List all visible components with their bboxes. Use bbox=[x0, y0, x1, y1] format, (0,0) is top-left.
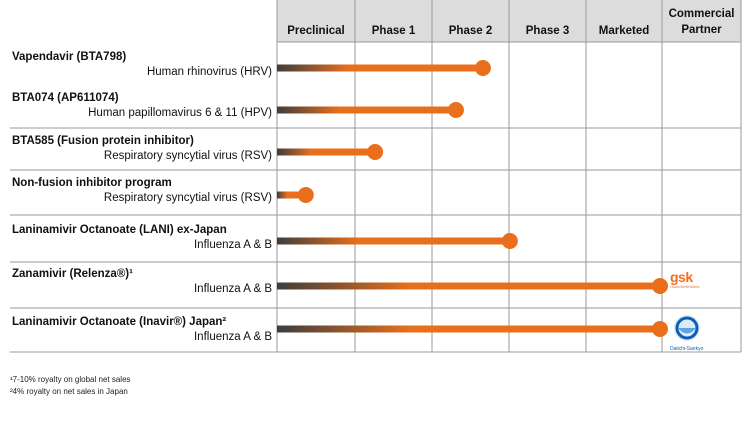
pipeline-row: Zanamivir (Relenza®)¹ Influenza A & B bbox=[12, 268, 668, 295]
grid-lines bbox=[10, 0, 742, 353]
progress-bar bbox=[277, 325, 660, 333]
phase-header: Phase 1 bbox=[372, 25, 416, 37]
progress-bar-end bbox=[297, 187, 314, 203]
pipeline-row: Vapendavir (BTA798) Human rhinovirus (HRV… bbox=[12, 51, 491, 78]
partner-header: Commercial bbox=[669, 8, 735, 20]
gsk-logo-subtext: GlaxoSmithKline bbox=[670, 284, 700, 289]
progress-bar-end bbox=[501, 233, 518, 249]
pipeline-row: BTA074 (AP611074) Human papillomavirus 6 … bbox=[12, 92, 464, 119]
gsk-logo-text: gsk bbox=[670, 269, 693, 285]
drug-name: Laninamivir Octanoate (Inavir®) Japan² bbox=[12, 316, 226, 328]
indication: Respiratory syncytial virus (RSV) bbox=[104, 192, 272, 204]
progress-bar-end bbox=[652, 321, 668, 337]
progress-bar-end bbox=[447, 102, 464, 118]
progress-bar bbox=[277, 64, 483, 72]
progress-bar bbox=[277, 191, 306, 199]
indication: Influenza A & B bbox=[194, 331, 272, 343]
daiichi-logo-text: Daiichi-Sankyo bbox=[670, 346, 704, 352]
pipeline-row: Non-fusion inhibitor program Respiratory … bbox=[12, 177, 314, 204]
progress-bar bbox=[277, 237, 510, 245]
phase-header: Phase 3 bbox=[526, 25, 569, 37]
indication: Human papillomavirus 6 & 11 (HPV) bbox=[88, 107, 272, 119]
pipeline-row: Laninamivir Octanoate (Inavir®) Japan² In… bbox=[12, 316, 668, 343]
progress-bar bbox=[277, 282, 660, 290]
pipeline-row: Laninamivir Octanoate (LANI) ex-Japan Inf… bbox=[12, 224, 518, 251]
drug-name: Zanamivir (Relenza®)¹ bbox=[12, 268, 133, 280]
indication: Human rhinovirus (HRV) bbox=[147, 66, 272, 78]
progress-bar-end bbox=[652, 278, 668, 294]
phase-header: Phase 2 bbox=[449, 25, 492, 37]
indication: Respiratory syncytial virus (RSV) bbox=[104, 150, 272, 162]
phase-header: Marketed bbox=[599, 25, 650, 37]
drug-name: Vapendavir (BTA798) bbox=[12, 51, 126, 63]
drug-name: Non-fusion inhibitor program bbox=[12, 177, 172, 189]
progress-bar-end bbox=[367, 144, 384, 160]
progress-bar bbox=[277, 148, 376, 156]
drug-name: BTA074 (AP611074) bbox=[12, 92, 119, 104]
daiichi-emblem-icon bbox=[674, 315, 700, 341]
phase-headers: Preclinical Phase 1 Phase 2 Phase 3 Marketed… bbox=[287, 8, 734, 37]
drug-name: BTA585 (Fusion protein inhibitor) bbox=[12, 135, 194, 147]
partner-header: Partner bbox=[681, 24, 722, 36]
pipeline-row: BTA585 (Fusion protein inhibitor) Respira… bbox=[12, 135, 384, 162]
progress-bar-end bbox=[474, 60, 491, 76]
indication: Influenza A & B bbox=[194, 239, 272, 251]
gsk-logo: gsk GlaxoSmithKline bbox=[670, 270, 700, 298]
footnote-1: ¹7-10% royalty on global net sales bbox=[10, 375, 131, 384]
daiichi-logo: Daiichi-Sankyo bbox=[670, 313, 704, 353]
progress-bar bbox=[277, 106, 456, 114]
footnote-2: ²4% royalty on net sales in Japan bbox=[10, 387, 128, 396]
indication: Influenza A & B bbox=[194, 283, 272, 295]
drug-name: Laninamivir Octanoate (LANI) ex-Japan bbox=[12, 224, 227, 236]
phase-header: Preclinical bbox=[287, 25, 345, 37]
pipeline-rows: Vapendavir (BTA798) Human rhinovirus (HRV… bbox=[12, 51, 668, 343]
